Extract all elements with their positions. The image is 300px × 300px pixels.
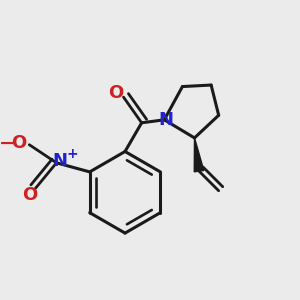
Text: N: N (158, 111, 173, 129)
Text: −: − (0, 134, 16, 153)
Text: O: O (108, 84, 124, 102)
Polygon shape (194, 138, 204, 172)
Text: O: O (22, 186, 37, 204)
Text: +: + (66, 147, 78, 161)
Text: N: N (52, 152, 68, 170)
Text: O: O (11, 134, 26, 152)
